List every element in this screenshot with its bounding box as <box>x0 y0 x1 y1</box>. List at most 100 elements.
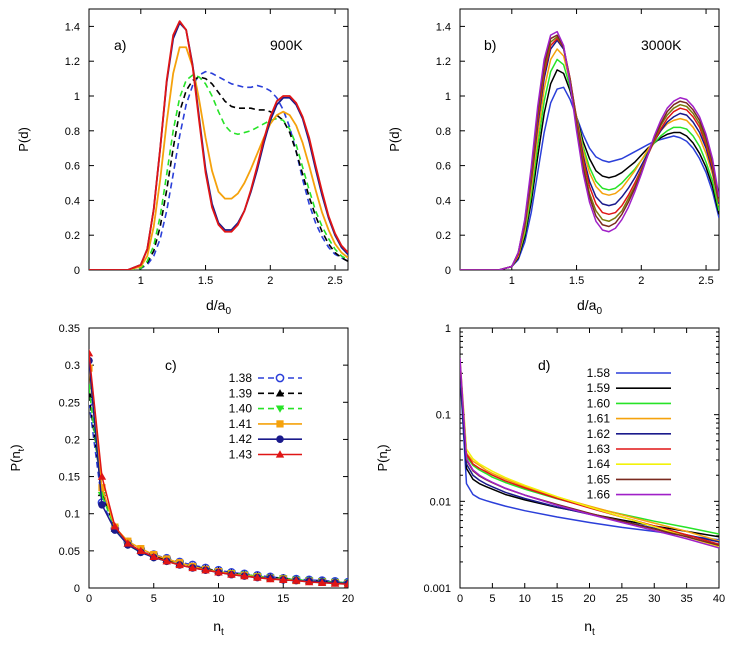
y-tick-label: 1 <box>74 91 80 103</box>
y-axis-label-end: ) <box>375 444 390 448</box>
panel-label: d) <box>538 357 550 373</box>
x-axis-label-sub: 0 <box>596 306 602 317</box>
series-point-1.43 <box>89 349 94 357</box>
x-tick-label: 10 <box>519 593 531 605</box>
panel-label: b) <box>484 37 496 53</box>
legend-label: 1.42 <box>229 432 253 446</box>
series-line-2 <box>89 74 348 270</box>
y-tick-label: 0.2 <box>65 230 80 242</box>
x-tick-label: 1.5 <box>569 275 584 287</box>
series-point-1.43 <box>214 568 223 576</box>
legend-label: 1.58 <box>587 366 611 380</box>
series-line-7 <box>460 34 719 270</box>
series-point-1.43 <box>317 578 327 586</box>
series-group <box>460 30 719 270</box>
legend-marker <box>276 420 284 428</box>
panel-c: 0 5 10 15 20 0 0.05 0.1 0.15 0.2 0.25 0.3 0.35 nt P(nt… <box>8 323 354 638</box>
y-tick-label: 0.25 <box>59 397 80 409</box>
y-tick-label: 1.2 <box>65 56 80 68</box>
y-tick-label: 0 <box>74 265 80 277</box>
panel-b: 1 1.5 2 2.5 0 0.2 0.4 0.6 0.8 1 1.2 1.4 d/a0 P(d) b) 30… <box>387 8 720 317</box>
y-axis-label-sub: t <box>16 448 26 451</box>
series-point-1.43 <box>279 575 288 583</box>
series-point-1.43 <box>330 579 340 587</box>
y-axis-label: P(nt) <box>8 444 26 471</box>
series-point-1.43 <box>266 574 275 583</box>
y-tick-label: 1.4 <box>436 21 451 33</box>
y-tick-label: 0.3 <box>65 360 80 372</box>
plot-frame <box>459 8 720 271</box>
series-line-8 <box>460 30 719 270</box>
series-line-5 <box>89 20 348 270</box>
y-tick-label: 0.05 <box>59 546 80 558</box>
series-point-1.43 <box>175 560 184 569</box>
y-tick-label: 0 <box>445 265 451 277</box>
x-tick-label: 1.5 <box>198 275 213 287</box>
legend-label: 1.39 <box>229 386 253 400</box>
series-point-1.42 <box>98 501 106 509</box>
series-line-1 <box>89 76 348 270</box>
panel-a: 1 1.5 2 2.5 0 0.2 0.4 0.6 0.8 1 1.2 1.4 d/a0 P(d) a) 90… <box>16 8 349 317</box>
series-line-1.38 <box>89 402 348 583</box>
legend-label: 1.62 <box>587 427 611 441</box>
y-axis-label-end: ) <box>8 444 23 448</box>
series-line-1.43 <box>89 353 348 586</box>
x-tick-label: 0 <box>457 593 463 605</box>
y-tick-label: 0.6 <box>65 161 80 173</box>
series-group <box>460 358 719 549</box>
series-line-0 <box>460 86 719 270</box>
y-tick-label: 0.1 <box>436 410 451 422</box>
series-line-5 <box>460 37 719 270</box>
x-tick-label: 2 <box>638 275 644 287</box>
series-point-1.43 <box>188 563 197 572</box>
x-axis-label-sub: t <box>221 627 224 638</box>
y-tick-label: 1.2 <box>436 56 451 68</box>
y-tick-label: 0.6 <box>436 161 451 173</box>
temperature-annotation: 900K <box>270 37 303 53</box>
series-line-1.64 <box>460 358 719 548</box>
x-tick-label: 1 <box>509 275 515 287</box>
series-line-1.58 <box>460 373 719 541</box>
legend-marker <box>276 435 284 444</box>
legend: 1.581.591.60 1.611.621.631.641.65 1.66 <box>587 366 671 502</box>
series-point-1.43 <box>227 570 236 578</box>
legend-label: 1.38 <box>229 371 253 385</box>
x-axis-label-sub: 0 <box>225 306 231 317</box>
x-tick-label: 35 <box>681 593 693 605</box>
y-tick-label: 0.2 <box>65 434 80 446</box>
series-line-1 <box>460 69 719 270</box>
series-line-3 <box>89 46 348 270</box>
y-tick-label: 0.4 <box>65 195 80 207</box>
temperature-annotation: 3000K <box>641 37 682 53</box>
y-tick-label: 1.4 <box>65 21 80 33</box>
legend-label: 1.60 <box>587 396 611 410</box>
series-line-1.39 <box>89 394 348 584</box>
legend-label: 1.43 <box>229 448 253 462</box>
x-tick-label: 2.5 <box>327 275 342 287</box>
series-point-1.43 <box>162 557 171 565</box>
y-tick-label: 0.8 <box>65 126 80 138</box>
series-point-1.43 <box>201 565 210 574</box>
series-line-2 <box>460 58 719 270</box>
y-axis-label: P(d) <box>16 127 31 152</box>
series-line-1.61 <box>460 362 719 542</box>
legend-marker <box>275 389 285 397</box>
x-tick-label: 2.5 <box>698 275 713 287</box>
panel-label: a) <box>114 37 126 53</box>
x-tick-label: 20 <box>342 593 354 605</box>
series-point-1.43 <box>304 577 314 586</box>
panel-d: 0 5 10 15 20 25 30 35 40 0.001 0.01 0.1 1 nt P(nt) d) 1.… <box>375 323 725 638</box>
legend-marker <box>275 450 285 458</box>
x-tick-label: 20 <box>583 593 595 605</box>
series-point-1.43 <box>240 571 249 580</box>
legend-label: 1.61 <box>587 412 611 426</box>
series-point-1.41 <box>98 484 106 492</box>
legend-label: 1.40 <box>229 402 253 416</box>
x-axis-label: d/a0 <box>206 297 231 317</box>
series-line-0 <box>89 70 348 270</box>
series-line-1.41 <box>89 368 348 585</box>
y-tick-label: 0.1 <box>65 509 80 521</box>
y-axis-label-sub: t <box>383 448 393 451</box>
x-tick-label: 15 <box>551 593 563 605</box>
